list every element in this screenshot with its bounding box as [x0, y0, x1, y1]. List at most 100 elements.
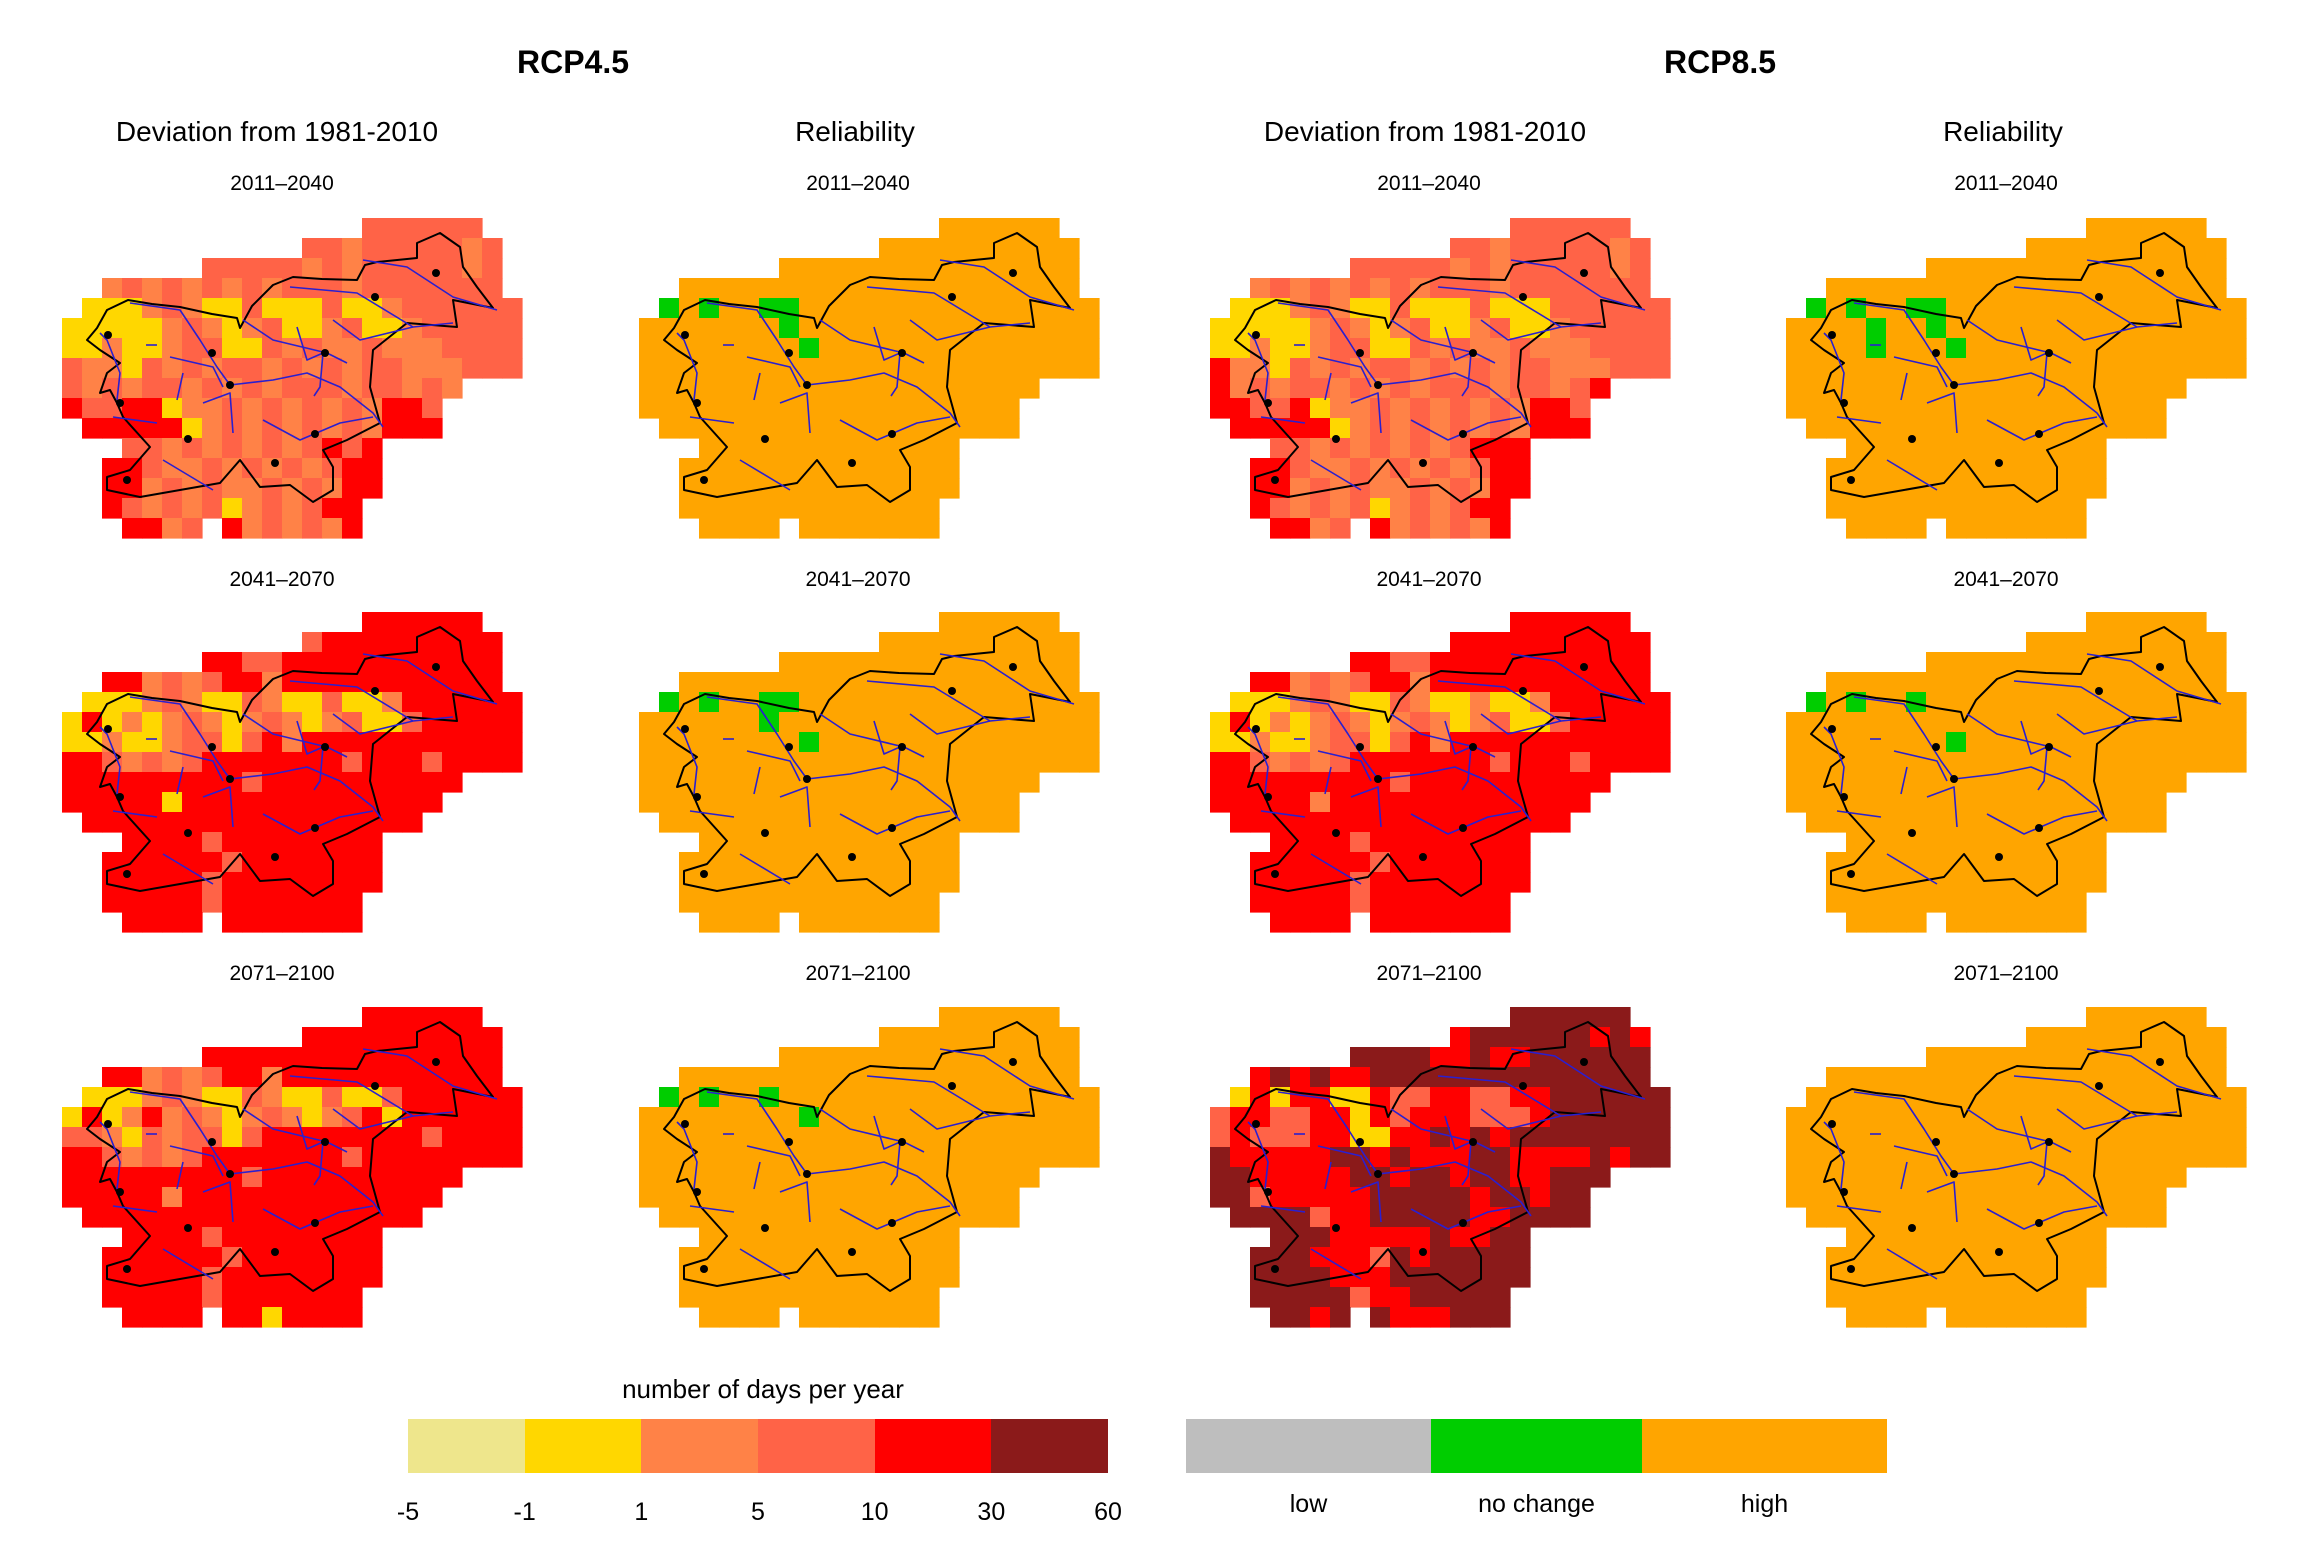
- grid-cell: [2086, 1047, 2107, 1068]
- grid-cell: [1039, 358, 1060, 379]
- grid-cell: [839, 792, 860, 813]
- grid-cell: [162, 418, 183, 439]
- grid-cell: [2206, 358, 2227, 379]
- legend-swatch: [524, 1419, 642, 1473]
- grid-cell: [1886, 752, 1907, 773]
- grid-cell: [2006, 258, 2027, 279]
- grid-cell: [1490, 1027, 1511, 1048]
- grid-cell: [2026, 1187, 2047, 1208]
- grid-cell: [242, 652, 263, 673]
- grid-cell: [82, 772, 103, 793]
- grid-cell: [1966, 672, 1987, 693]
- grid-cell: [1570, 298, 1591, 319]
- grid-cell: [859, 478, 880, 499]
- grid-cell: [2186, 318, 2207, 339]
- grid-cell: [1450, 1107, 1471, 1128]
- grid-cell: [242, 258, 263, 279]
- grid-cell: [2126, 218, 2147, 239]
- grid-cell: [62, 1107, 83, 1128]
- grid-cell: [659, 1107, 680, 1128]
- grid-cell: [1230, 752, 1251, 773]
- grid-cell: [322, 298, 343, 319]
- grid-cell: [739, 318, 760, 339]
- grid-cell: [959, 732, 980, 753]
- grid-cell: [1806, 732, 1827, 753]
- grid-cell: [242, 672, 263, 693]
- grid-cell: [182, 298, 203, 319]
- grid-cell: [1350, 652, 1371, 673]
- grid-cell: [1530, 418, 1551, 439]
- grid-cell: [739, 358, 760, 379]
- grid-cell: [879, 1027, 900, 1048]
- grid-cell: [1330, 832, 1351, 853]
- grid-cell: [2106, 812, 2127, 833]
- grid-cell: [1610, 1007, 1631, 1028]
- grid-cell: [1410, 358, 1431, 379]
- grid-cell: [302, 1047, 323, 1068]
- grid-cell: [1290, 298, 1311, 319]
- grid-cell: [2186, 1147, 2207, 1168]
- grid-cell: [759, 892, 780, 913]
- grid-cell: [1866, 518, 1887, 539]
- grid-cell: [222, 872, 243, 893]
- grid-cell: [442, 632, 463, 653]
- grid-cell: [322, 1107, 343, 1128]
- grid-cell: [839, 672, 860, 693]
- grid-cell: [1630, 1067, 1651, 1088]
- grid-cell: [1550, 752, 1571, 773]
- grid-cell: [1290, 772, 1311, 793]
- grid-cell: [2146, 1047, 2167, 1068]
- grid-cell: [362, 1267, 383, 1288]
- grid-cell: [739, 338, 760, 359]
- grid-cell: [739, 518, 760, 539]
- grid-cell: [2226, 712, 2247, 733]
- grid-cell: [2046, 258, 2067, 279]
- grid-cell: [422, 378, 443, 399]
- grid-cell: [1019, 318, 1040, 339]
- grid-cell: [879, 458, 900, 479]
- grid-cell: [1786, 1147, 1807, 1168]
- grid-cell: [302, 1287, 323, 1308]
- grid-cell: [1310, 872, 1331, 893]
- grid-cell: [2066, 692, 2087, 713]
- grid-cell: [739, 498, 760, 519]
- grid-cell: [362, 1167, 383, 1188]
- reliability-map: [639, 1007, 1100, 1328]
- grid-cell: [2126, 358, 2147, 379]
- grid-cell: [1330, 418, 1351, 439]
- grid-cell: [979, 378, 1000, 399]
- grid-cell: [1450, 438, 1471, 459]
- grid-cell: [182, 1307, 203, 1328]
- grid-cell: [1079, 752, 1100, 773]
- grid-cell: [2006, 1087, 2027, 1108]
- grid-cell: [1650, 732, 1671, 753]
- grid-cell: [839, 1067, 860, 1088]
- grid-cell: [1330, 458, 1351, 479]
- grid-cell: [162, 792, 183, 813]
- grid-cell: [482, 338, 503, 359]
- grid-cell: [1510, 732, 1531, 753]
- grid-cell: [1390, 1067, 1411, 1088]
- grid-cell: [1846, 792, 1867, 813]
- grid-cell: [779, 852, 800, 873]
- grid-cell: [1846, 1167, 1867, 1188]
- grid-cell: [1926, 438, 1947, 459]
- grid-cell: [739, 398, 760, 419]
- grid-cell: [2046, 752, 2067, 773]
- legend-deviation-title: number of days per year: [622, 1374, 904, 1404]
- grid-cell: [1450, 518, 1471, 539]
- grid-cell: [1390, 832, 1411, 853]
- grid-cell: [442, 612, 463, 633]
- grid-cell: [1966, 1287, 1987, 1308]
- grid-cell: [1490, 438, 1511, 459]
- grid-cell: [2006, 872, 2027, 893]
- grid-cell: [2106, 1127, 2127, 1148]
- grid-cell: [482, 732, 503, 753]
- grid-cell: [939, 672, 960, 693]
- grid-cell: [1510, 478, 1531, 499]
- grid-cell: [1410, 912, 1431, 933]
- grid-cell: [202, 792, 223, 813]
- grid-cell: [1786, 1167, 1807, 1188]
- grid-cell: [1906, 278, 1927, 299]
- grid-cell: [482, 632, 503, 653]
